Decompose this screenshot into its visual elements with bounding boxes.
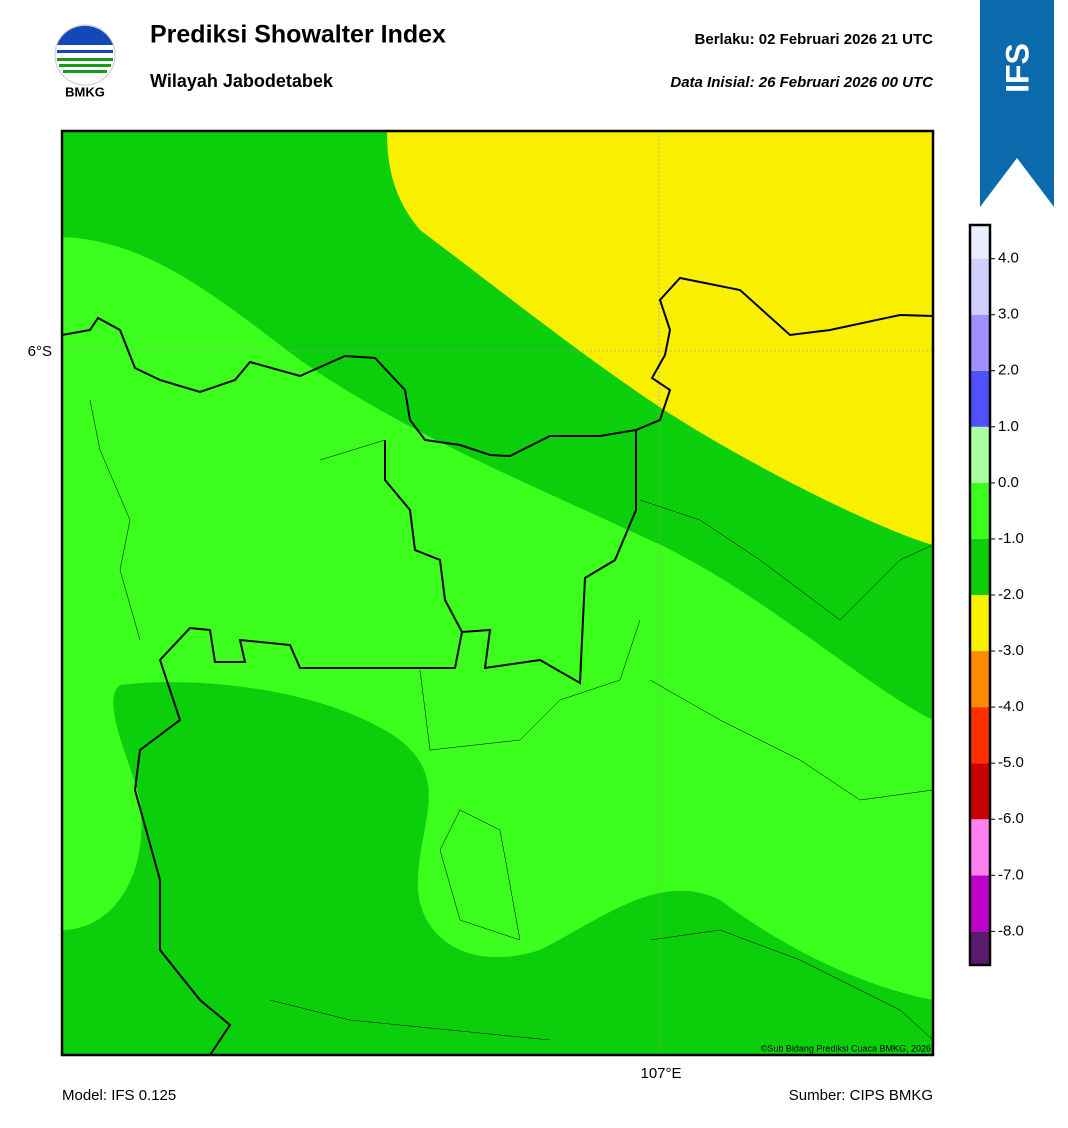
valid-time: Berlaku: 02 Februari 2026 21 UTC xyxy=(695,31,934,48)
colorbar-segment xyxy=(970,482,990,539)
colorbar-segment xyxy=(970,426,990,483)
colorbar-segment xyxy=(970,538,990,595)
colorbar-tick-label: -3.0 xyxy=(998,642,1024,659)
colorbar-segment xyxy=(970,225,990,259)
badge xyxy=(980,0,1054,207)
credit: ©Sub Bidang Prediksi Cuaca BMKG, 2026 xyxy=(761,1043,931,1053)
title: Prediksi Showalter Index xyxy=(150,21,446,49)
map-field xyxy=(62,131,933,1055)
lat-label: 6°S xyxy=(28,343,52,360)
initial-time: Data Inisial: 26 Februari 2026 00 UTC xyxy=(670,74,934,91)
colorbar-segment xyxy=(970,707,990,764)
badge-text: IFS xyxy=(999,43,1035,93)
colorbar-segment xyxy=(970,314,990,371)
colorbar-tick-label: -5.0 xyxy=(998,754,1024,771)
colorbar-segment xyxy=(970,931,990,965)
colorbar-segment xyxy=(970,651,990,708)
colorbar-tick-label: 3.0 xyxy=(998,306,1019,323)
colorbar-tick-label: -7.0 xyxy=(998,866,1024,883)
colorbar-tick-label: 0.0 xyxy=(998,474,1019,491)
logo-text: BMKG xyxy=(65,84,105,99)
lon-label: 107°E xyxy=(640,1065,681,1082)
colorbar-segment xyxy=(970,875,990,932)
colorbar-segment xyxy=(970,595,990,652)
bmkg-logo xyxy=(54,24,116,86)
source: Sumber: CIPS BMKG xyxy=(789,1087,933,1104)
colorbar-tick-label: 2.0 xyxy=(998,362,1019,379)
colorbar-tick-label: -2.0 xyxy=(998,586,1024,603)
colorbar-segment xyxy=(970,258,990,315)
colorbar-tick-label: -1.0 xyxy=(998,530,1024,547)
colorbar-tick-label: 1.0 xyxy=(998,418,1019,435)
colorbar-segment xyxy=(970,763,990,820)
colorbar-tick-label: -4.0 xyxy=(998,698,1024,715)
colorbar-tick-label: -6.0 xyxy=(998,810,1024,827)
colorbar: -8.0 -7.0 -6.0 -5.0 -4.0 -3.0 -2.0 -1.0 0.0 1.0 2.… xyxy=(968,223,1024,967)
colorbar-segment xyxy=(970,819,990,876)
map-frame xyxy=(60,129,935,1057)
colorbar-segment xyxy=(970,370,990,427)
colorbar-tick-label: -8.0 xyxy=(998,922,1024,939)
model: Model: IFS 0.125 xyxy=(62,1087,176,1104)
subtitle: Wilayah Jabodetabek xyxy=(150,71,334,91)
colorbar-tick-label: 4.0 xyxy=(998,250,1019,267)
